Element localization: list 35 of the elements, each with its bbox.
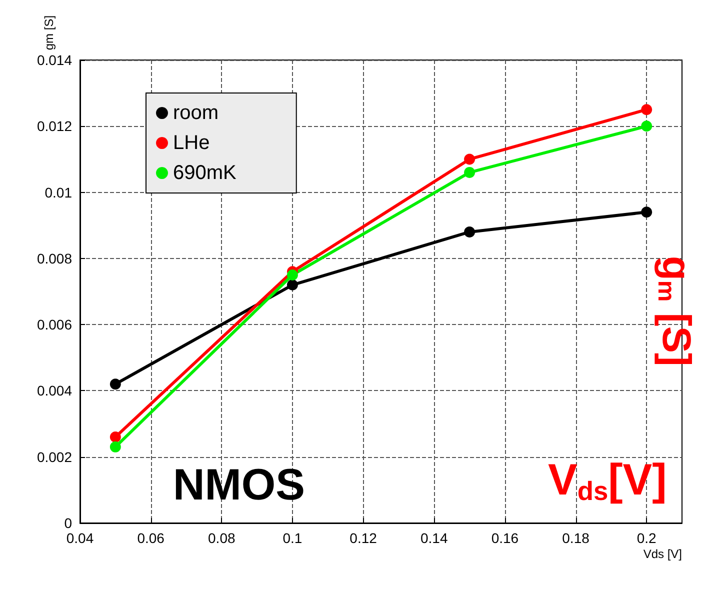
point <box>286 269 298 280</box>
point <box>286 279 298 290</box>
y-tick-label: 0.006 <box>36 316 72 333</box>
legend-label: room <box>173 102 219 124</box>
y-tick-label: 0.012 <box>36 118 72 134</box>
y-tick-label: 0 <box>64 515 72 531</box>
y-tick-label: 0.01 <box>44 184 72 200</box>
y-tick-label: 0.002 <box>36 448 72 465</box>
x-tick-label: 0.16 <box>491 530 519 546</box>
point <box>110 432 121 443</box>
x-tick-label: 0.12 <box>350 530 378 546</box>
annotation: NMOS <box>173 460 305 510</box>
point <box>110 378 121 390</box>
x-tick-label: 0.08 <box>208 530 236 546</box>
x-axis-title: Vds [V] <box>643 547 682 561</box>
x-tick-label: 0.18 <box>562 530 590 546</box>
legend-label: 690mK <box>173 162 238 184</box>
point <box>641 120 652 132</box>
y-tick-label: 0.014 <box>36 52 72 68</box>
y-axis-title: gm [S] <box>42 15 56 50</box>
x-tick-label: 0.2 <box>636 530 657 546</box>
x-tick-label: 0.04 <box>66 530 94 546</box>
point <box>641 104 652 116</box>
point <box>464 166 476 178</box>
point <box>110 441 121 452</box>
annotation: gm [S] <box>652 256 698 366</box>
y-tick-label: 0.008 <box>36 250 72 266</box>
point <box>464 226 476 238</box>
legend-label: LHe <box>173 132 210 154</box>
point <box>464 154 476 165</box>
point <box>641 206 652 218</box>
x-tick-label: 0.1 <box>282 530 302 546</box>
x-tick-label: 0.06 <box>137 530 165 546</box>
x-tick-label: 0.14 <box>420 530 448 546</box>
y-tick-label: 0.004 <box>36 382 72 399</box>
